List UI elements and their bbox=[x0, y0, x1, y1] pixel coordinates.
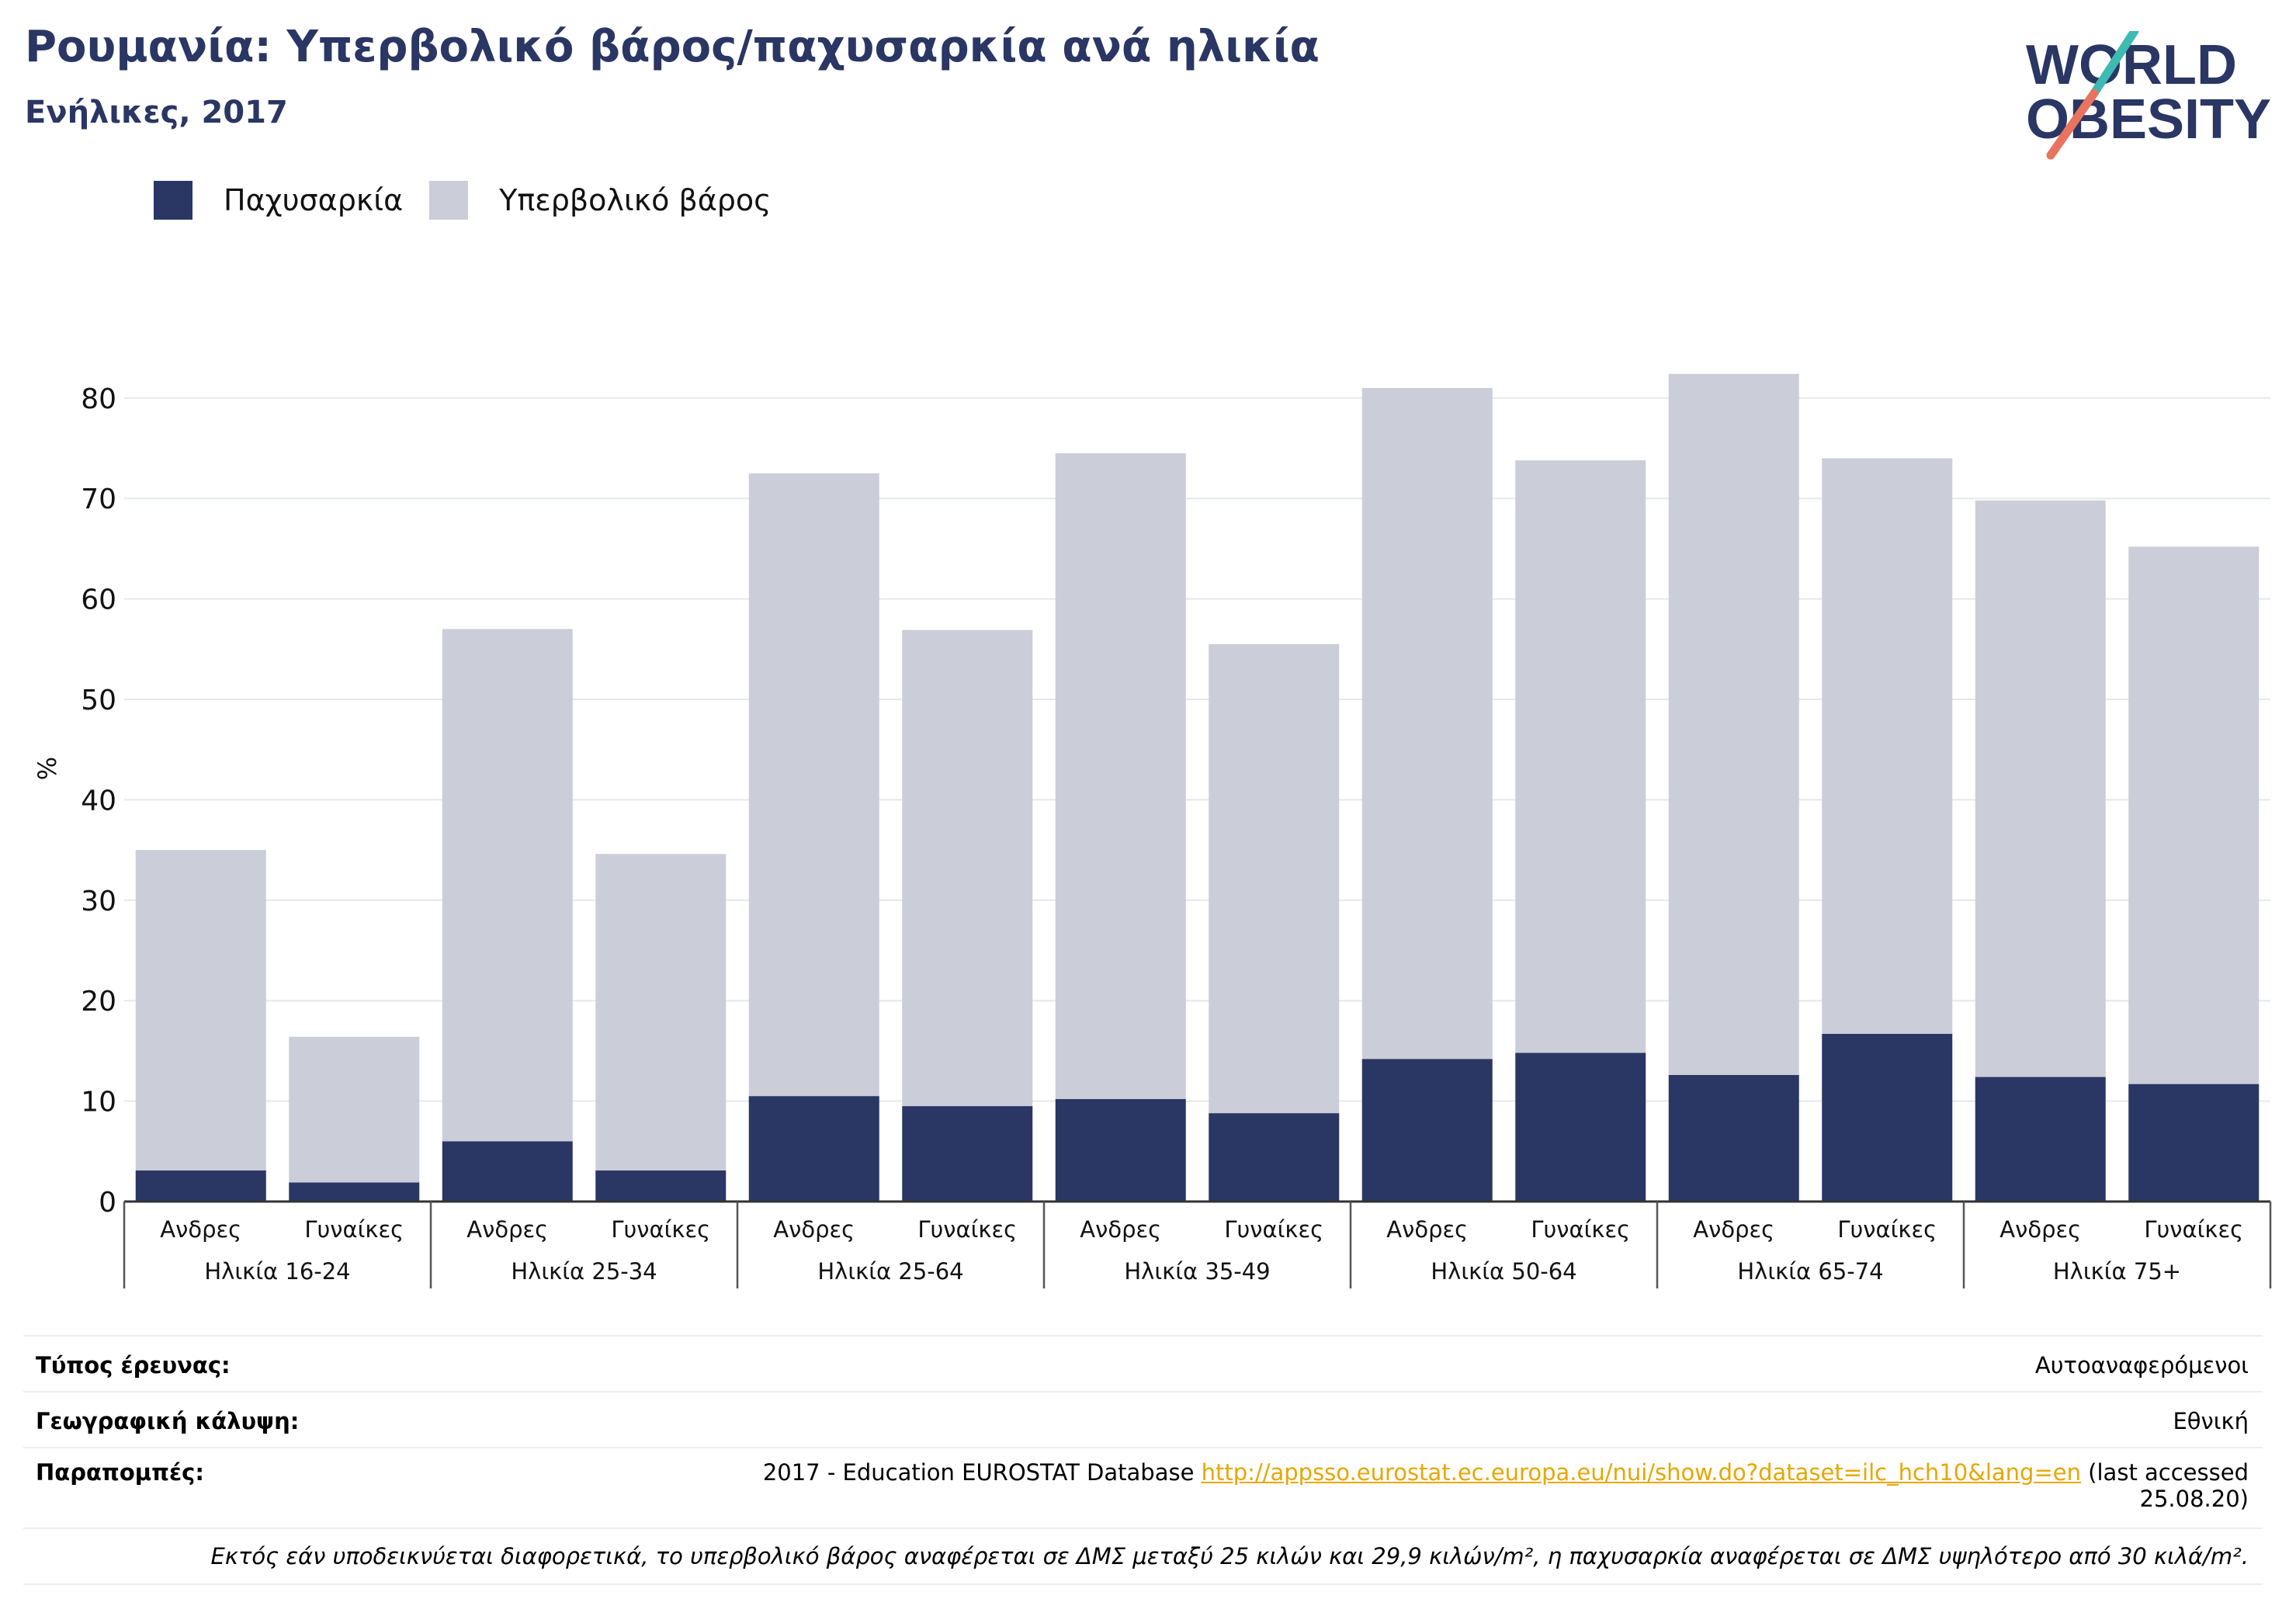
y-axis-label: % bbox=[33, 757, 62, 780]
bar-obesity bbox=[135, 1170, 266, 1202]
bar-obesity bbox=[902, 1106, 1033, 1202]
y-tick-label: 80 bbox=[81, 383, 116, 415]
y-tick-label: 50 bbox=[81, 685, 116, 716]
references-link[interactable]: http://appsso.eurostat.ec.europa.eu/nui/… bbox=[1201, 1459, 2081, 1486]
bar-obesity bbox=[748, 1096, 879, 1202]
logo-line1: WORLD bbox=[2026, 34, 2237, 96]
bar-overweight bbox=[748, 473, 879, 1097]
bar-obesity bbox=[595, 1170, 727, 1202]
x-tick-label-sex: Γυναίκες bbox=[304, 1216, 404, 1243]
bar-overweight bbox=[1668, 373, 1799, 1075]
legend-swatch-overweight bbox=[429, 181, 469, 220]
meta-row-note: Εκτός εάν υποδεικνύεται διαφορετικά, το … bbox=[23, 1529, 2263, 1585]
survey-type-label: Τύπος έρευνας: bbox=[36, 1352, 231, 1379]
bar-overweight bbox=[1055, 453, 1186, 1100]
bar-overweight bbox=[902, 629, 1033, 1107]
bar-obesity bbox=[289, 1182, 420, 1202]
x-tick-label-sex: Γυναίκες bbox=[1837, 1216, 1937, 1243]
x-tick-label-sex: Γυναίκες bbox=[2144, 1216, 2243, 1243]
y-tick-label: 30 bbox=[81, 886, 116, 917]
references-suffix: (last accessed bbox=[2080, 1459, 2249, 1486]
x-tick-label-sex: Γυναίκες bbox=[1531, 1216, 1630, 1243]
logo-slash-teal bbox=[2090, 31, 2139, 98]
meta-row-coverage: Γεωγραφική κάλυψη: Εθνική bbox=[23, 1392, 2263, 1448]
chart-plot: 0 10 20 30 40 50 60 70 80% Ανδρες Γυναίκες Ανδρες Γυ… bbox=[33, 373, 2272, 1288]
x-tick-label-sex: Ανδρες bbox=[1080, 1216, 1161, 1243]
x-tick-label-sex: Γυναίκες bbox=[611, 1216, 710, 1243]
legend-swatch-obesity bbox=[154, 181, 192, 220]
x-group-label: Ηλικία 16-24 bbox=[204, 1258, 350, 1285]
coverage-label: Γεωγραφική κάλυψη: bbox=[36, 1408, 300, 1434]
bar-overweight bbox=[289, 1036, 420, 1183]
x-tick-label-sex: Ανδρες bbox=[1693, 1216, 1774, 1243]
bar-obesity bbox=[1515, 1053, 1646, 1202]
bar-overweight bbox=[1975, 500, 2106, 1077]
bar-obesity bbox=[1361, 1059, 1493, 1202]
meta-row-references: Παραπομπές: 2017 - Education EUROSTAT Da… bbox=[23, 1448, 2263, 1529]
y-tick-label: 70 bbox=[81, 484, 116, 515]
x-tick-label-sex: Ανδρες bbox=[466, 1216, 548, 1243]
x-group-label: Ηλικία 35-49 bbox=[1124, 1258, 1270, 1285]
references-accessed-date: 25.08.20) bbox=[2139, 1486, 2249, 1512]
bar-obesity bbox=[442, 1141, 573, 1202]
references-prefix: 2017 - Education EUROSTAT Database bbox=[762, 1459, 1202, 1486]
bar-overweight bbox=[1515, 460, 1646, 1053]
references-label: Παραπομπές: bbox=[36, 1459, 204, 1486]
references-value: 2017 - Education EUROSTAT Database http:… bbox=[763, 1459, 2249, 1512]
bar-overweight bbox=[595, 854, 727, 1170]
bar-overweight bbox=[442, 629, 573, 1142]
metadata-table: Τύπος έρευνας: Αυτοαναφερόμενοι Γεωγραφι… bbox=[23, 1335, 2263, 1585]
bar-obesity bbox=[2128, 1084, 2260, 1202]
y-tick-label: 10 bbox=[81, 1087, 116, 1118]
legend-label-obesity: Παχυσαρκία bbox=[224, 183, 404, 217]
bar-obesity bbox=[1209, 1113, 1340, 1202]
bar-overweight bbox=[1209, 643, 1340, 1114]
bar-overweight bbox=[1822, 458, 1953, 1034]
bar-obesity bbox=[1055, 1099, 1186, 1202]
y-tick-label: 40 bbox=[81, 785, 116, 817]
y-tick-label: 0 bbox=[99, 1187, 116, 1219]
chart-legend: Παχυσαρκία Υπερβολικό βάρος bbox=[154, 177, 797, 224]
legend-item-obesity[interactable]: Παχυσαρκία bbox=[154, 181, 403, 220]
survey-type-value: Αυτοαναφερόμενοι bbox=[2034, 1352, 2249, 1379]
x-group-label: Ηλικία 65-74 bbox=[1737, 1258, 1883, 1285]
x-group-label: Ηλικία 50-64 bbox=[1431, 1258, 1576, 1285]
bar-obesity bbox=[1822, 1033, 1953, 1202]
x-tick-label-sex: Γυναίκες bbox=[1224, 1216, 1323, 1243]
x-group-label: Ηλικία 25-64 bbox=[817, 1258, 963, 1285]
bar-overweight bbox=[1361, 387, 1493, 1059]
bar-overweight bbox=[2128, 546, 2260, 1084]
x-tick-label-sex: Γυναίκες bbox=[917, 1216, 1017, 1243]
y-tick-label: 60 bbox=[81, 584, 116, 616]
page-subtitle: Ενήλικες, 2017 bbox=[25, 95, 288, 130]
meta-row-survey-type: Τύπος έρευνας: Αυτοαναφερόμενοι bbox=[23, 1337, 2263, 1392]
bar-obesity bbox=[1668, 1074, 1799, 1202]
bar-overweight bbox=[135, 850, 266, 1170]
legend-label-overweight: Υπερβολικό βάρος bbox=[499, 183, 772, 217]
x-tick-label-sex: Ανδρες bbox=[160, 1216, 241, 1243]
x-tick-label-sex: Ανδρες bbox=[773, 1216, 855, 1243]
bar-obesity bbox=[1975, 1077, 2106, 1202]
x-group-label: Ηλικία 25-34 bbox=[511, 1258, 657, 1285]
legend-item-overweight[interactable]: Υπερβολικό βάρος bbox=[429, 181, 771, 220]
x-group-label: Ηλικία 75+ bbox=[2053, 1258, 2181, 1285]
x-tick-label-sex: Ανδρες bbox=[1386, 1216, 1468, 1243]
logo-slash-coral bbox=[2046, 88, 2099, 160]
world-obesity-logo: WORLD OBESITY bbox=[2026, 31, 2271, 160]
logo-line2: OBESITY bbox=[2026, 88, 2271, 151]
coverage-value: Εθνική bbox=[2173, 1408, 2249, 1434]
definition-note: Εκτός εάν υποδεικνύεται διαφορετικά, το … bbox=[210, 1543, 2249, 1569]
y-tick-label: 20 bbox=[81, 986, 116, 1018]
page-title: Ρουμανία: Υπερβολικό βάρος/παχυσαρκία αν… bbox=[25, 22, 1320, 72]
x-tick-label-sex: Ανδρες bbox=[1999, 1216, 2081, 1243]
